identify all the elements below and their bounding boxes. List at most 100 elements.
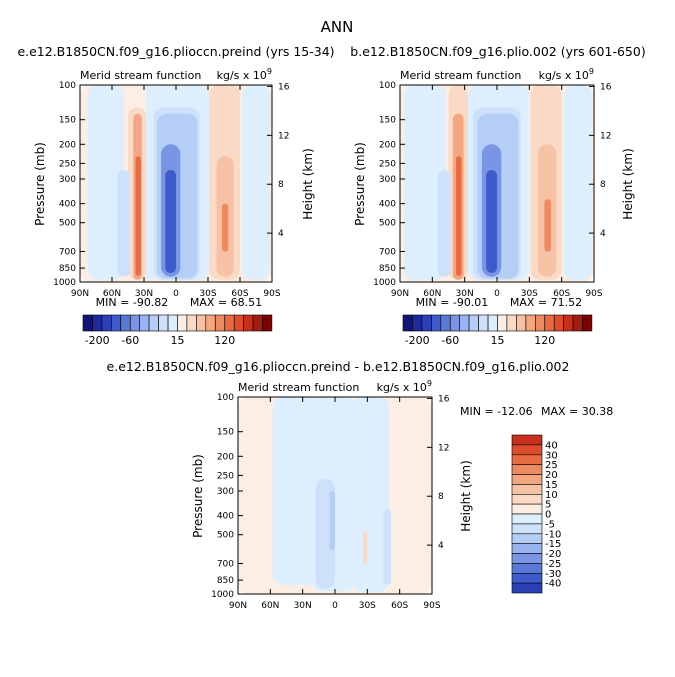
colorbar-box xyxy=(92,314,103,332)
y-tick-label: 700 xyxy=(379,247,396,257)
contour-region xyxy=(272,397,325,585)
colorbar-box xyxy=(511,513,543,525)
colorbar-label: -5 xyxy=(545,519,555,530)
y-tick-label: 250 xyxy=(379,159,396,169)
colorbar-box xyxy=(224,314,235,332)
contour-region xyxy=(363,531,368,564)
contour-plot xyxy=(400,85,594,282)
colorbar-box xyxy=(148,314,159,332)
y-tick-label: 500 xyxy=(217,531,234,541)
colorbar-box xyxy=(516,314,527,332)
colorbar-box xyxy=(511,582,543,594)
contour-region xyxy=(221,203,229,252)
x-tick-label: 60S xyxy=(231,289,248,299)
panel-left-string: Merid stream function xyxy=(238,381,359,394)
max-label: MAX = 68.51 xyxy=(190,296,262,309)
x-tick-label: 30N xyxy=(456,289,474,299)
colorbar-box xyxy=(511,533,543,544)
colorbar-box xyxy=(511,572,543,584)
y-tick-label: 300 xyxy=(379,175,396,185)
colorbar-box xyxy=(511,444,543,456)
colorbar-box xyxy=(82,314,93,332)
contour-region xyxy=(351,397,389,592)
axes: 90N 60N 30N 0 30S 60S 90S 100 150 200 250 300 400 500… xyxy=(211,393,450,611)
colorbar-label: 40 xyxy=(545,440,558,451)
x-tick-label: 30N xyxy=(294,601,312,611)
colorbar-label: -200 xyxy=(85,334,110,347)
colorbar-box xyxy=(177,314,188,332)
colorbar-box xyxy=(511,543,543,554)
colorbar-label: 120 xyxy=(534,334,555,347)
y-tick-label: 700 xyxy=(59,247,76,257)
x-tick-label: 30S xyxy=(199,289,216,299)
x-tick-label: 60N xyxy=(103,289,121,299)
colorbar-box xyxy=(440,314,451,332)
x-tick-label: 90N xyxy=(71,289,89,299)
x-tick-label: 60S xyxy=(391,601,408,611)
contour-region xyxy=(486,170,497,273)
colorbar-box xyxy=(186,314,197,332)
colorbar-box xyxy=(196,314,207,332)
colorbar-box xyxy=(506,314,517,332)
panel-title: e.e12.B1850CN.f09_g16.plioccn.preind (yr… xyxy=(17,44,334,59)
colorbar-label: 20 xyxy=(545,470,558,481)
y-tick-label: 700 xyxy=(217,559,234,569)
x-tick-label: 0 xyxy=(332,601,338,611)
colorbar-box xyxy=(511,563,543,574)
y-tick-label: 1000 xyxy=(53,278,76,288)
colorbar-box xyxy=(553,314,564,332)
y-tick-label: 400 xyxy=(217,512,234,522)
contour-region xyxy=(544,199,551,252)
contour-region xyxy=(117,170,131,277)
colorbar-box xyxy=(511,434,543,446)
colorbar-box xyxy=(421,314,432,332)
panel-units: kg/s x 109 xyxy=(377,379,432,394)
y-tick-label: 850 xyxy=(217,576,234,586)
y2-tick-label: 8 xyxy=(278,180,284,190)
colorbar: -200 -60 15 120 xyxy=(402,314,593,347)
y2-tick-label: 16 xyxy=(438,394,450,404)
x-tick-label: 90S xyxy=(585,289,602,299)
contour-region xyxy=(329,491,335,551)
contour-plot xyxy=(80,85,272,282)
y2-tick-label: 4 xyxy=(600,229,606,239)
colorbar-label: -30 xyxy=(545,569,561,580)
axes: 90N 60N 30N 0 30S 60S 90S 100 150 200 250 300 400 500… xyxy=(373,81,612,299)
panel-units: kg/s x 109 xyxy=(539,67,594,82)
colorbar-box xyxy=(497,314,508,332)
contour-region xyxy=(456,156,462,276)
colorbar-label: -40 xyxy=(545,579,561,590)
colorbar-label: 10 xyxy=(545,490,558,501)
x-tick-label: 90S xyxy=(263,289,280,299)
y-axis-label: Pressure (mb) xyxy=(191,454,205,538)
axes: 90N 60N 30N 0 30S 60S 90S 100 150 200 250 300 400 500… xyxy=(53,81,290,299)
contour-region xyxy=(404,85,447,280)
colorbar-box xyxy=(262,314,273,332)
colorbar-label: -15 xyxy=(545,539,561,550)
colorbar-box xyxy=(402,314,413,332)
contour-region xyxy=(242,85,270,280)
contour-region xyxy=(437,170,451,277)
colorbar-label: 15 xyxy=(545,480,558,491)
colorbar-box xyxy=(511,523,543,535)
y-tick-label: 100 xyxy=(59,81,76,91)
colorbar-box xyxy=(511,553,543,564)
colorbar-box xyxy=(412,314,423,332)
colorbar-box xyxy=(139,314,150,332)
y-tick-label: 100 xyxy=(217,393,234,403)
x-tick-label: 90S xyxy=(423,601,440,611)
contour-region xyxy=(563,85,592,280)
y2-tick-label: 16 xyxy=(278,82,290,92)
y-tick-label: 250 xyxy=(217,471,234,481)
y-tick-label: 200 xyxy=(217,452,234,462)
colorbar-label: 0 xyxy=(545,510,551,521)
colorbar-label: -60 xyxy=(121,334,139,347)
colorbar-box xyxy=(511,503,543,515)
x-tick-label: 60N xyxy=(423,289,441,299)
colorbar-box xyxy=(511,474,543,485)
contour-region xyxy=(165,170,176,273)
colorbar-box xyxy=(101,314,112,332)
min-label: MIN = -90.01 xyxy=(416,296,489,309)
y-tick-label: 100 xyxy=(379,81,396,91)
colorbar-label: 25 xyxy=(545,460,558,471)
